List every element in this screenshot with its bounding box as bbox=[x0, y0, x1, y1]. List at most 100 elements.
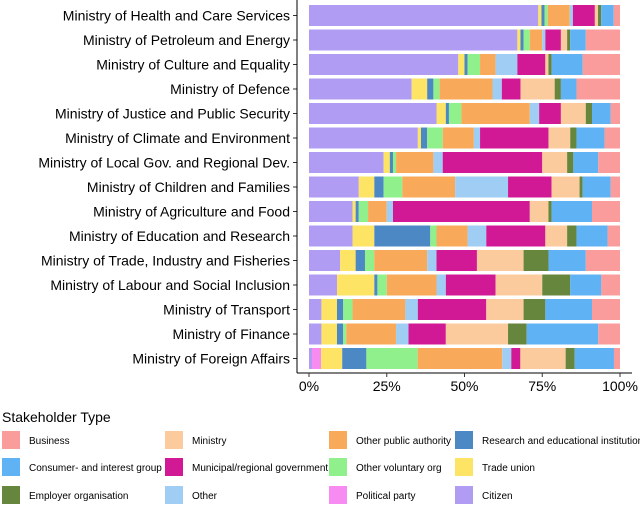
legend-swatch bbox=[165, 486, 183, 504]
bar-segment bbox=[430, 225, 437, 247]
bar-segment bbox=[610, 176, 620, 198]
bar-segment bbox=[374, 250, 428, 271]
legend-swatch bbox=[329, 486, 347, 504]
bar-segment bbox=[309, 176, 359, 198]
bar-segment bbox=[551, 54, 583, 75]
bar-segment bbox=[567, 29, 571, 51]
bar-segment bbox=[464, 54, 468, 75]
bar-segment bbox=[343, 299, 353, 320]
bar-segment bbox=[539, 103, 561, 124]
bar-segment bbox=[545, 54, 549, 75]
legend-label: Employer organisation bbox=[29, 491, 129, 502]
bar-segment bbox=[567, 225, 577, 247]
bar-segment bbox=[309, 152, 384, 173]
bar-segment bbox=[548, 127, 571, 149]
x-tick-label: 50% bbox=[450, 378, 478, 394]
bar-segment bbox=[551, 176, 580, 198]
bar-segment bbox=[529, 201, 549, 222]
category-label: Ministry of Culture and Equality bbox=[96, 57, 290, 73]
category-label: Ministry of Health and Care Services bbox=[63, 8, 290, 24]
bar-segment bbox=[352, 299, 406, 320]
bar-segment bbox=[526, 323, 599, 345]
bar-segment bbox=[309, 225, 353, 247]
bar-segment bbox=[368, 201, 387, 222]
bar-segment bbox=[442, 152, 543, 173]
category-label: Ministry of Defence bbox=[170, 81, 290, 97]
bar-segment bbox=[601, 5, 614, 26]
bar-segment bbox=[476, 250, 524, 271]
bar-segment bbox=[436, 103, 446, 124]
bar-segment bbox=[408, 323, 446, 345]
bar-segment bbox=[502, 348, 512, 369]
bar-segment bbox=[495, 274, 543, 296]
bar-segment bbox=[309, 127, 418, 149]
bar-segment bbox=[342, 348, 367, 369]
bar-segment bbox=[417, 127, 421, 149]
bar-segment bbox=[547, 5, 570, 26]
bar-segment bbox=[548, 250, 586, 271]
bar-segment bbox=[517, 29, 521, 51]
bar-segment bbox=[529, 29, 543, 51]
bar-segment bbox=[576, 78, 620, 100]
y-axis-labels: Ministry of Health and Care Services Mini… bbox=[38, 8, 297, 367]
category-label: Ministry of Finance bbox=[173, 326, 291, 342]
bar-segment bbox=[542, 29, 546, 51]
bar-segment bbox=[560, 78, 577, 100]
bar-segment bbox=[420, 127, 428, 149]
bar-segment bbox=[592, 103, 611, 124]
bar-segment bbox=[579, 176, 583, 198]
legend-label: Citizen bbox=[482, 491, 513, 502]
bar-segment bbox=[576, 127, 605, 149]
legend-label: Business bbox=[29, 436, 70, 447]
bar-segment bbox=[604, 127, 620, 149]
x-tick-label: 25% bbox=[373, 378, 401, 394]
bar-segment bbox=[309, 250, 341, 271]
bar-segment bbox=[417, 348, 503, 369]
bar-segment bbox=[343, 323, 347, 345]
x-axis: 0% 25% 50% 75% 100% bbox=[296, 0, 638, 394]
bar-segment bbox=[309, 54, 459, 75]
bar-segment bbox=[574, 348, 614, 369]
bar-segment bbox=[492, 78, 502, 100]
bar-segment bbox=[436, 225, 468, 247]
bar-segment bbox=[427, 127, 443, 149]
bar-segment bbox=[545, 29, 561, 51]
bar-segment bbox=[383, 152, 390, 173]
bar-segment bbox=[548, 201, 552, 222]
legend-label: Other voluntary org bbox=[356, 463, 442, 474]
bar-segment bbox=[321, 323, 337, 345]
bar-segment bbox=[572, 5, 595, 26]
legend-label: Trade union bbox=[482, 463, 535, 474]
bar-segment bbox=[439, 78, 493, 100]
bar-segment bbox=[529, 103, 540, 124]
bar-segment bbox=[585, 29, 620, 51]
bar-segment bbox=[364, 250, 375, 271]
bar-segment bbox=[417, 299, 487, 320]
bar-segment bbox=[321, 299, 337, 320]
bar-segment bbox=[433, 152, 443, 173]
bar-segment bbox=[480, 127, 549, 149]
legend-label: Ministry bbox=[192, 436, 226, 447]
category-label: Ministry of Transport bbox=[163, 302, 290, 318]
bar-segment bbox=[309, 78, 412, 100]
bar-segment bbox=[352, 225, 375, 247]
bar-segment bbox=[582, 176, 611, 198]
bar-segment bbox=[467, 225, 487, 247]
bar-segment bbox=[501, 78, 521, 100]
legend-swatch bbox=[329, 458, 347, 476]
bar-segment bbox=[309, 201, 353, 222]
bar-segment bbox=[592, 201, 620, 222]
x-tick-label: 0% bbox=[299, 378, 319, 394]
bar-segment bbox=[523, 299, 546, 320]
bar-segment bbox=[613, 5, 620, 26]
bar-segment bbox=[352, 201, 356, 222]
bar-segment bbox=[473, 127, 481, 149]
bar-segment bbox=[542, 274, 571, 296]
x-tick-label: 75% bbox=[528, 378, 556, 394]
legend-label: Consumer- and interest group bbox=[29, 463, 162, 474]
bar-segment bbox=[565, 348, 575, 369]
bar-segment bbox=[582, 54, 620, 75]
bar-segment bbox=[585, 103, 593, 124]
legend-swatch bbox=[455, 486, 473, 504]
bar-segment bbox=[386, 274, 437, 296]
